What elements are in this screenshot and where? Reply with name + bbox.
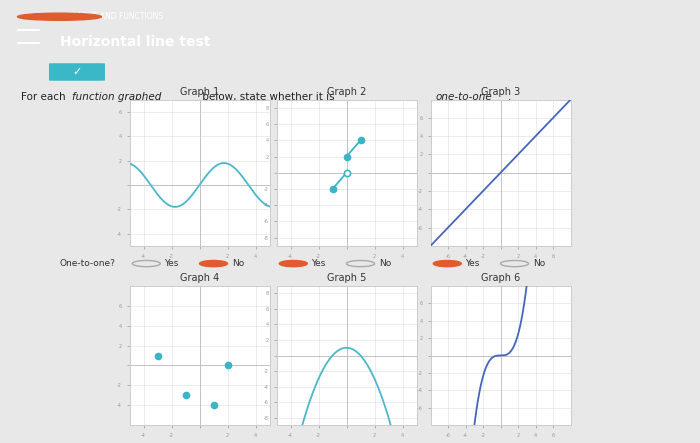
Text: ✓: ✓ bbox=[72, 66, 82, 77]
Circle shape bbox=[18, 13, 102, 20]
Text: Horizontal line test: Horizontal line test bbox=[60, 35, 210, 49]
Text: Graph 1: Graph 1 bbox=[180, 87, 219, 97]
Text: Graph 5: Graph 5 bbox=[327, 273, 366, 283]
Text: one-to-one: one-to-one bbox=[435, 93, 492, 102]
Text: No: No bbox=[533, 259, 545, 268]
Circle shape bbox=[199, 260, 228, 267]
Text: Graph 4: Graph 4 bbox=[180, 273, 219, 283]
Text: GRAPHS AND FUNCTIONS: GRAPHS AND FUNCTIONS bbox=[66, 12, 164, 21]
Circle shape bbox=[433, 260, 461, 267]
Text: One-to-one?: One-to-one? bbox=[60, 259, 116, 268]
Text: For each: For each bbox=[21, 93, 69, 102]
Text: Graph 2: Graph 2 bbox=[327, 87, 366, 97]
Text: Graph 6: Graph 6 bbox=[481, 273, 520, 283]
Text: Graph 3: Graph 3 bbox=[481, 87, 520, 97]
Text: below, state whether it is: below, state whether it is bbox=[199, 93, 338, 102]
Text: Yes: Yes bbox=[312, 259, 326, 268]
Text: Yes: Yes bbox=[164, 259, 179, 268]
Circle shape bbox=[279, 260, 307, 267]
Text: No: No bbox=[379, 259, 391, 268]
Text: Yes: Yes bbox=[466, 259, 480, 268]
Text: function graphed: function graphed bbox=[72, 93, 162, 102]
FancyBboxPatch shape bbox=[49, 63, 105, 81]
Text: No: No bbox=[232, 259, 244, 268]
Text: .: . bbox=[508, 93, 511, 102]
